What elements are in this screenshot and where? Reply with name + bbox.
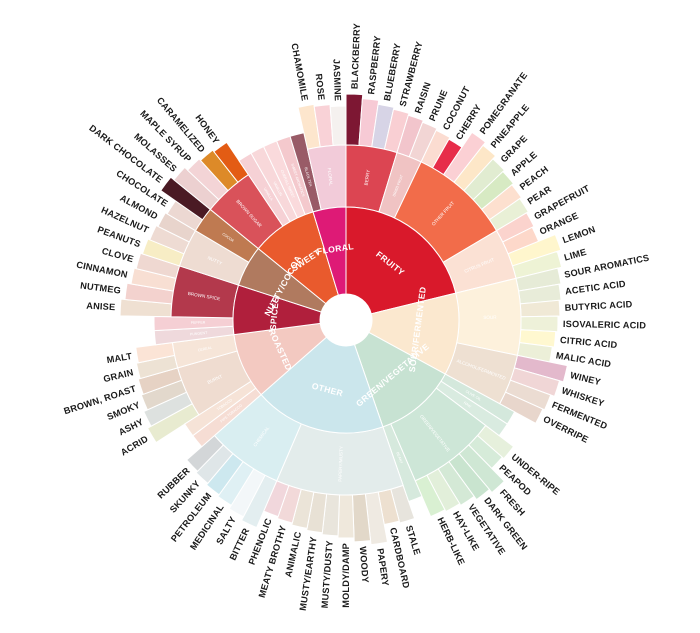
subcategory-label-pepper: PEPPER: [191, 321, 206, 325]
flavor-label-raspberry: RASPBERRY: [366, 35, 382, 95]
subcategory-label-black-tea: BLACK TEA: [304, 167, 313, 188]
flavor-label-rose: ROSE: [314, 73, 327, 101]
flavor-label-raisin: RAISIN: [413, 81, 433, 115]
flavor-label-cinnamon: CINNAMON: [76, 260, 129, 280]
flavor-label-anise: ANISE: [86, 301, 116, 313]
flavor-label-moldy-damp: MOLDY/DAMP: [341, 543, 351, 608]
center-hole: [320, 294, 372, 346]
flavor-label-nutmeg: NUTMEG: [80, 280, 122, 295]
subcategory-label-nutty: NUTTY: [207, 255, 223, 266]
subcategory-label-cocoa: COCOA: [221, 232, 235, 243]
subcategory-label-cereal: CEREAL: [198, 346, 213, 353]
flavor-label-malt: MALT: [106, 351, 133, 365]
flavor-moldy-damp: [337, 494, 355, 539]
category-label-spices: SPICES: [268, 296, 281, 331]
flavor-label-clove: CLOVE: [101, 246, 135, 265]
ring-middle-segments: [153, 132, 522, 503]
flavor-label-jasmine: JASMINE: [331, 59, 343, 102]
flavor-label-woody: WOODY: [358, 546, 371, 583]
flavor-label-papery: PAPERY: [375, 548, 390, 587]
subcategory-label-pungent: PUNGENT: [190, 331, 209, 337]
flavor-label-butyric-acid: BUTYRIC ACID: [564, 299, 633, 313]
subcategory-label-raw: RAW: [463, 401, 473, 409]
flavor-label-blackberry: BLACKBERRY: [350, 23, 362, 89]
flavor-label-grain: GRAIN: [102, 367, 134, 384]
flavor-label-stale: STALE: [404, 524, 422, 556]
ring-inner-segments: [232, 206, 460, 434]
flavor-label-musty-dusty: MUSTY/DUSTY: [320, 540, 335, 609]
flavor-label-isovaleric-acid: ISOVALERIC ACID: [563, 319, 646, 331]
subcategory-label-beany: BEANY: [395, 452, 403, 465]
subcategory-label-vanilla: VANILLA: [263, 187, 274, 202]
flavor-label-musty-earthy: MUSTY/EARTHY: [298, 536, 319, 612]
flavor-label-acrid: ACRID: [119, 434, 150, 458]
subcategory-label-floral: FLORAL: [327, 168, 334, 187]
flavor-label-ashy: ASHY: [117, 417, 145, 438]
flavor-label-acetic-acid: ACETIC ACID: [565, 279, 627, 297]
subcategory-label-burnt: BURNT: [207, 374, 224, 385]
flavor-jasmine: [329, 105, 347, 147]
subcategory-label-papery-musty: PAPERY/MUSTY: [338, 446, 344, 482]
flavor-label-citric-acid: CITRIC ACID: [560, 335, 618, 350]
flavor-label-chamomile: CHAMOMILE: [289, 42, 310, 101]
flavor-label-lime: LIME: [563, 247, 588, 263]
flavor-isovaleric-acid: [520, 315, 559, 333]
subcategory-label-sour: SOUR: [483, 315, 497, 320]
flavor-label-blueberry: BLUEBERRY: [382, 42, 403, 101]
subcategory-label-berry: BERRY: [364, 169, 371, 185]
subcategory-label-brown-spice: BROWN SPICE: [187, 291, 220, 301]
flavor-label-animalic: ANIMALIC: [283, 530, 303, 578]
flavor-label-lemon: LEMON: [561, 224, 597, 245]
flavor-label-winey: WINEY: [569, 370, 602, 387]
subcategory-label-vanillin: VANILLIN: [272, 181, 283, 197]
